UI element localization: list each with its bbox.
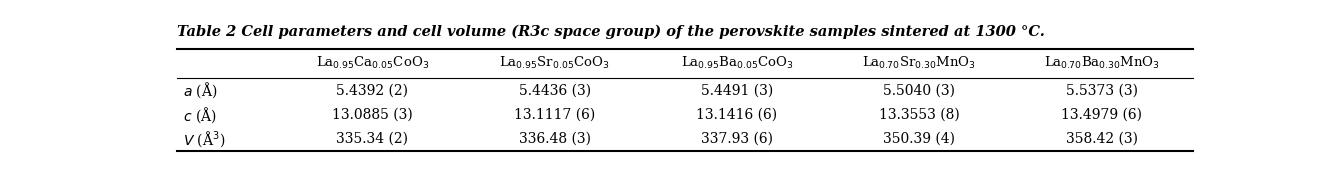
Text: 5.4436 (3): 5.4436 (3) bbox=[519, 83, 591, 97]
Text: 13.0885 (3): 13.0885 (3) bbox=[332, 108, 413, 122]
Text: La$_{0.95}$Sr$_{0.05}$CoO$_3$: La$_{0.95}$Sr$_{0.05}$CoO$_3$ bbox=[499, 55, 610, 71]
Text: 5.5373 (3): 5.5373 (3) bbox=[1066, 83, 1138, 97]
Text: $V$ (Å$^3$): $V$ (Å$^3$) bbox=[183, 129, 225, 149]
Text: 13.4979 (6): 13.4979 (6) bbox=[1062, 108, 1142, 122]
Text: $a$ (Å): $a$ (Å) bbox=[183, 80, 218, 100]
Text: La$_{0.95}$Ca$_{0.05}$CoO$_3$: La$_{0.95}$Ca$_{0.05}$CoO$_3$ bbox=[316, 55, 429, 71]
Text: 335.34 (2): 335.34 (2) bbox=[337, 132, 408, 146]
Text: La$_{0.70}$Ba$_{0.30}$MnO$_3$: La$_{0.70}$Ba$_{0.30}$MnO$_3$ bbox=[1044, 55, 1159, 71]
Text: $c$ (Å): $c$ (Å) bbox=[183, 105, 217, 125]
Text: La$_{0.70}$Sr$_{0.30}$MnO$_3$: La$_{0.70}$Sr$_{0.30}$MnO$_3$ bbox=[862, 55, 976, 71]
Text: 337.93 (6): 337.93 (6) bbox=[701, 132, 773, 146]
Text: 5.5040 (3): 5.5040 (3) bbox=[884, 83, 956, 97]
Text: 13.3553 (8): 13.3553 (8) bbox=[878, 108, 960, 122]
Text: 358.42 (3): 358.42 (3) bbox=[1066, 132, 1138, 146]
Text: 5.4392 (2): 5.4392 (2) bbox=[337, 83, 408, 97]
Text: La$_{0.95}$Ba$_{0.05}$CoO$_3$: La$_{0.95}$Ba$_{0.05}$CoO$_3$ bbox=[681, 55, 793, 71]
Text: 13.1117 (6): 13.1117 (6) bbox=[513, 108, 595, 122]
Text: 350.39 (4): 350.39 (4) bbox=[884, 132, 956, 146]
Text: 13.1416 (6): 13.1416 (6) bbox=[697, 108, 778, 122]
Text: 336.48 (3): 336.48 (3) bbox=[519, 132, 591, 146]
Text: 5.4491 (3): 5.4491 (3) bbox=[701, 83, 773, 97]
Text: Table 2 Cell parameters and cell volume (R3c space group) of the perovskite samp: Table 2 Cell parameters and cell volume … bbox=[178, 25, 1046, 39]
